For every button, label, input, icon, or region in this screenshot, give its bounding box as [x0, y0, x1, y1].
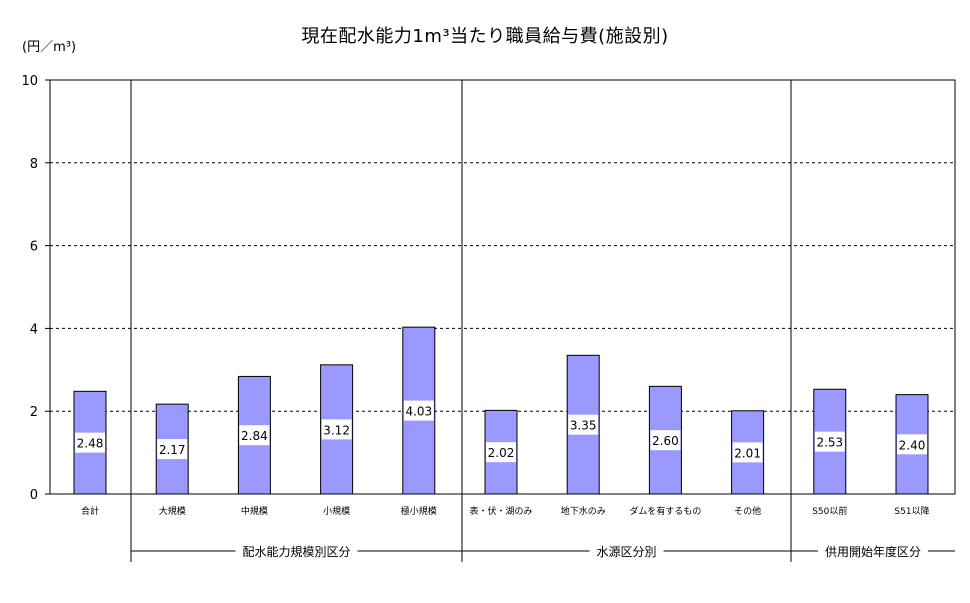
data-label-box	[897, 434, 927, 455]
x-tick-label: 合計	[81, 505, 99, 517]
data-label-box	[568, 414, 599, 435]
data-label-box	[239, 425, 270, 446]
data-label: 2.01	[734, 446, 761, 460]
data-label: 4.03	[405, 405, 432, 419]
group-label: 配水能力規模別区分	[242, 544, 350, 559]
data-label: 2.53	[816, 436, 843, 450]
data-label: 2.48	[77, 437, 104, 451]
x-tick-label: 中規模	[241, 505, 268, 517]
data-label-box	[157, 439, 188, 460]
x-tick-label: 大規模	[159, 505, 186, 517]
group-label: 供用開始年度区分	[825, 544, 921, 559]
y-tick-label: 8	[30, 157, 38, 172]
y-tick-label: 4	[30, 322, 38, 337]
x-tick-label: ダムを有するもの	[629, 505, 701, 517]
x-tick-label: その他	[734, 505, 761, 517]
chart-title: 現在配水能力1m³当たり職員給与費(施設別)	[0, 22, 970, 48]
y-tick-label: 6	[30, 240, 38, 255]
data-label-box	[403, 400, 434, 421]
data-label: 2.84	[241, 429, 268, 443]
x-tick-label: S50以前	[812, 505, 847, 517]
title-main: 現在配水能力1m³当たり職員給与費(施設別)	[301, 26, 669, 47]
data-label-box	[321, 419, 352, 440]
group-label: 水源区分別	[596, 545, 656, 559]
x-tick-label: 表・伏・湖のみ	[469, 505, 532, 517]
data-label: 2.17	[159, 443, 186, 457]
y-tick-label: 10	[21, 74, 38, 89]
y-tick-label: 2	[30, 405, 38, 420]
data-label-box	[75, 432, 105, 453]
x-tick-label: 極小規模	[401, 505, 437, 517]
data-label: 3.35	[570, 419, 597, 433]
x-tick-label: 地下水のみ	[561, 505, 606, 517]
y-tick-label: 0	[30, 488, 38, 503]
data-label-box	[650, 430, 681, 451]
data-label-box	[814, 431, 845, 452]
data-label: 2.02	[488, 446, 515, 460]
x-tick-label: S51以降	[894, 505, 929, 517]
x-tick-label: 小規模	[323, 506, 350, 517]
data-label-box	[732, 442, 763, 463]
data-label-box	[486, 442, 516, 463]
y-axis-unit-label: (円／m³)	[22, 40, 77, 55]
data-label: 2.40	[899, 438, 926, 452]
data-label: 2.60	[652, 434, 679, 448]
data-label: 3.12	[323, 423, 350, 437]
